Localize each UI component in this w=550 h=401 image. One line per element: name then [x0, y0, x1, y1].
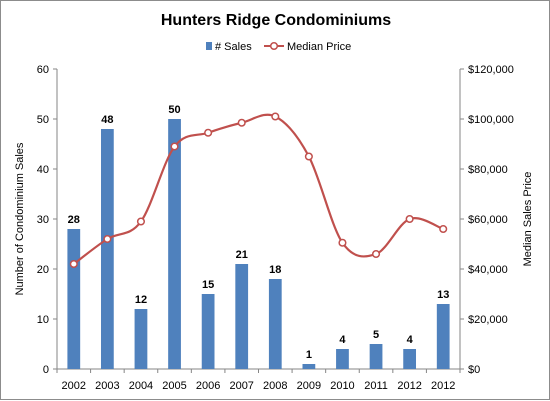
right-tick-label: $40,000 — [468, 264, 508, 276]
bar-data-label: 4 — [339, 334, 346, 346]
x-tick-label: 2005 — [162, 380, 186, 392]
x-tick-label: 2009 — [297, 380, 321, 392]
chart-title: Hunters Ridge Condominiums — [161, 12, 391, 29]
sales-bar — [134, 309, 148, 369]
left-tick-label: 30 — [37, 214, 49, 226]
right-tick-label: $20,000 — [468, 314, 508, 326]
bar-data-label: 15 — [202, 279, 214, 291]
x-tick-label: 2003 — [95, 380, 119, 392]
x-tick-label: 2006 — [196, 380, 220, 392]
sales-bar — [268, 279, 282, 369]
left-tick-label: 60 — [37, 64, 49, 76]
legend-line-label: Median Price — [287, 41, 351, 53]
plot-layer: 0 10 20 30 40 50 60 $0 $20,000 $40,000 $60,000 $80,… — [37, 64, 514, 392]
median-price-marker — [237, 118, 246, 127]
sales-bar — [100, 129, 114, 369]
median-price-marker — [304, 152, 313, 161]
x-tick-label: 2010 — [330, 380, 354, 392]
bar-data-label: 48 — [101, 114, 113, 126]
x-tick-label: 2012 — [431, 380, 455, 392]
sales-bar — [67, 229, 81, 369]
sales-bar — [168, 119, 181, 369]
x-tick-label: 2002 — [62, 380, 86, 392]
bar-data-label: 21 — [236, 249, 248, 261]
x-tick-label: 2007 — [229, 380, 253, 392]
right-axis-title: Median Sales Price — [522, 172, 534, 267]
legend-bar-label: # Sales — [215, 41, 252, 53]
left-axis-title: Number of Condominium Sales — [14, 142, 26, 295]
median-price-marker — [371, 249, 381, 259]
median-price-line — [73, 113, 444, 265]
bar-data-label: 1 — [306, 349, 312, 361]
right-tick-label: $100,000 — [468, 114, 514, 126]
right-tick-label: $0 — [468, 364, 480, 376]
median-price-marker — [136, 217, 146, 226]
sales-bar — [369, 344, 383, 369]
median-price-marker — [69, 259, 78, 269]
left-tick-label: 20 — [37, 264, 49, 276]
median-price-marker — [439, 224, 448, 234]
x-tick-label: 2008 — [263, 380, 287, 392]
median-price-marker — [204, 128, 213, 137]
sales-bar — [302, 364, 316, 369]
bar-data-label: 5 — [373, 329, 379, 341]
left-tick-label: 0 — [43, 364, 49, 376]
left-tick-label: 10 — [37, 314, 49, 326]
x-tick-label: 2012 — [397, 380, 421, 392]
legend: # Sales Median Price — [206, 41, 351, 53]
right-tick-label: $60,000 — [468, 214, 508, 226]
median-price-marker — [103, 234, 112, 244]
legend-bar-swatch — [206, 42, 212, 50]
median-price-marker — [271, 112, 280, 121]
bar-data-label: 50 — [168, 104, 180, 116]
median-price-marker — [338, 238, 347, 247]
median-price-marker — [405, 214, 414, 224]
left-tick-label: 50 — [37, 114, 49, 126]
bar-data-label: 18 — [269, 264, 281, 276]
sales-bar — [201, 294, 215, 369]
legend-line-marker — [269, 41, 279, 51]
right-tick-label: $80,000 — [468, 164, 508, 176]
left-tick-label: 40 — [37, 164, 49, 176]
bar-data-label: 12 — [135, 294, 147, 306]
x-tick-label: 2004 — [129, 380, 153, 392]
sales-bar — [436, 304, 450, 369]
bar-data-label: 13 — [437, 289, 449, 301]
bar-data-label: 28 — [68, 214, 80, 226]
sales-bar — [403, 349, 417, 369]
sales-bar — [336, 349, 349, 369]
right-tick-label: $120,000 — [468, 64, 514, 76]
sales-bar — [235, 264, 249, 369]
median-price-marker — [170, 142, 179, 151]
bar-data-label: 4 — [407, 334, 414, 346]
x-tick-label: 2011 — [364, 380, 388, 392]
